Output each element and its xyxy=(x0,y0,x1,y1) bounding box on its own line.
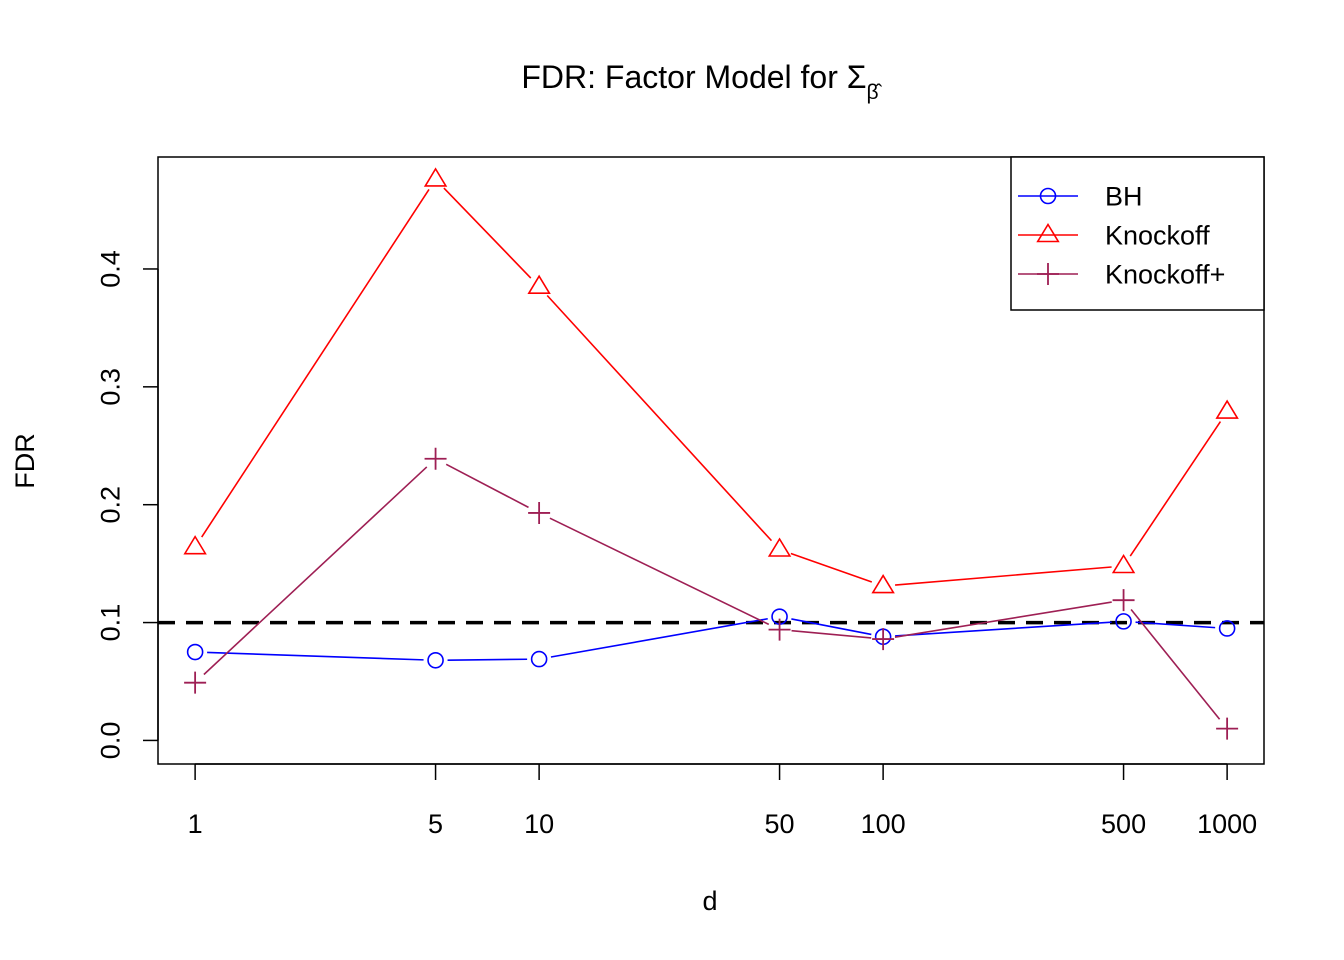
x-tick-label: 100 xyxy=(861,809,906,839)
data-point xyxy=(1216,717,1239,740)
series-segment xyxy=(550,617,768,658)
series-segment xyxy=(790,552,873,583)
x-tick-label: 500 xyxy=(1101,809,1146,839)
series-segment xyxy=(1135,621,1216,629)
data-point xyxy=(530,650,548,668)
y-tick-label: 0.3 xyxy=(95,368,125,406)
data-point xyxy=(1115,613,1132,630)
data-point xyxy=(183,535,207,555)
x-axis: 1 5 10 50 100 500 1000 xyxy=(188,763,1257,839)
legend: BH Knockoff Knockoff+ xyxy=(1010,156,1265,311)
x-tick-label: 10 xyxy=(524,809,554,839)
legend-marker xyxy=(1037,263,1059,285)
series-segment xyxy=(443,187,532,279)
data-point xyxy=(1215,399,1239,419)
y-axis: 0.0 0.1 0.2 0.3 0.4 xyxy=(95,250,159,760)
series-segment xyxy=(207,651,424,661)
data-point xyxy=(527,274,551,294)
series-segment xyxy=(445,463,529,509)
series-knockoff xyxy=(183,167,1239,594)
data-point xyxy=(186,643,204,661)
legend-item-knockoff: Knockoff xyxy=(1018,220,1210,250)
series-segment xyxy=(203,466,428,676)
data-point xyxy=(1111,553,1136,574)
y-tick-label: 0.2 xyxy=(95,486,125,524)
legend-label: Knockoff xyxy=(1105,220,1210,250)
x-tick-label: 1000 xyxy=(1197,809,1257,839)
series-segment xyxy=(546,294,773,542)
legend-marker xyxy=(1039,187,1057,205)
legend-item-bh: BH xyxy=(1018,181,1143,211)
data-point xyxy=(872,628,895,651)
x-tick-label: 50 xyxy=(765,809,795,839)
series-knockoff-plus xyxy=(184,447,1239,740)
data-point xyxy=(184,671,207,694)
data-point xyxy=(424,447,447,470)
series-segment xyxy=(895,621,1112,637)
series-segment xyxy=(1129,421,1222,557)
series-segment xyxy=(895,566,1112,586)
series-segment xyxy=(447,658,528,661)
series-layer xyxy=(183,167,1239,740)
data-point xyxy=(871,573,895,594)
x-axis-title: d xyxy=(702,886,717,916)
x-tick-label: 5 xyxy=(428,809,443,839)
data-point xyxy=(768,618,791,641)
series-segment xyxy=(1130,609,1221,720)
data-point xyxy=(427,651,444,669)
legend-item-knockoff-plus: Knockoff+ xyxy=(1018,259,1225,289)
data-point xyxy=(1218,620,1236,637)
x-tick-label: 1 xyxy=(188,809,203,839)
series-segment xyxy=(791,618,872,636)
chart-title-main: FDR: Factor Model for Σ xyxy=(521,59,866,95)
y-tick-label: 0.0 xyxy=(95,722,125,760)
chart-title-group: FDR: Factor Model for Σβ̂ xyxy=(521,59,882,104)
data-point xyxy=(767,537,792,557)
series-segment xyxy=(791,629,872,639)
series-segment xyxy=(201,188,430,538)
y-axis-title: FDR xyxy=(10,433,40,489)
legend-marker xyxy=(1036,222,1060,243)
chart-title-subscript: β̂ xyxy=(867,81,883,104)
chart-title: FDR: Factor Model for Σβ̂ xyxy=(521,59,882,104)
y-tick-label: 0.1 xyxy=(95,604,125,642)
series-segment xyxy=(549,517,770,626)
data-point xyxy=(423,167,448,187)
series-segment xyxy=(894,601,1112,638)
legend-label: BH xyxy=(1105,181,1143,211)
y-tick-label: 0.4 xyxy=(95,250,125,288)
series-bh xyxy=(186,608,1236,669)
legend-label: Knockoff+ xyxy=(1105,259,1225,289)
data-point xyxy=(528,501,551,524)
data-point xyxy=(1112,589,1135,612)
